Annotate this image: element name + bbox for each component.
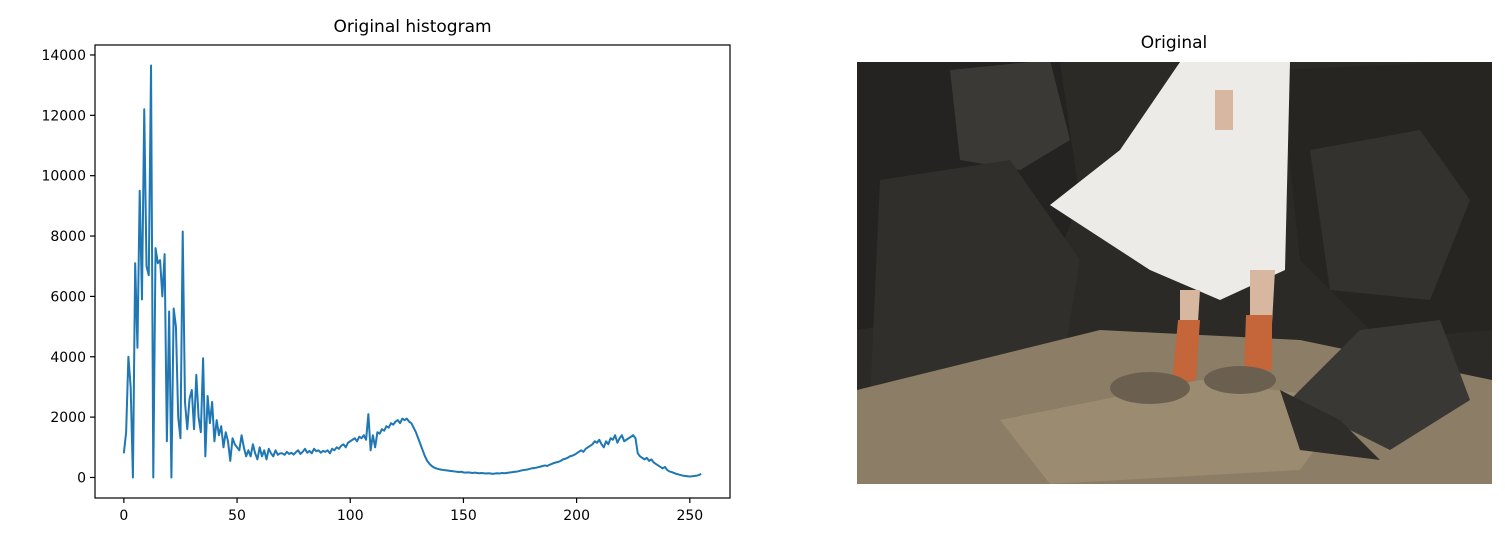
y-tick-label: 8000 — [50, 229, 86, 245]
photo — [857, 62, 1492, 484]
y-tick-label: 4000 — [50, 350, 86, 366]
x-tick-label: 50 — [228, 508, 246, 524]
image-title: Original — [1141, 33, 1208, 53]
x-tick-label: 250 — [676, 508, 703, 524]
y-tick-label: 14000 — [41, 48, 86, 64]
y-tick-label: 6000 — [50, 289, 86, 305]
y-tick-label: 2000 — [50, 410, 86, 426]
x-tick-label: 200 — [563, 508, 590, 524]
y-tick-label: 10000 — [41, 169, 86, 185]
y-tick-label: 0 — [77, 470, 86, 486]
x-tick-label: 150 — [450, 508, 477, 524]
y-tick-label: 12000 — [41, 108, 86, 124]
axes-frame — [94, 44, 731, 499]
line-series — [122, 64, 702, 479]
x-tick-label: 100 — [337, 508, 364, 524]
chart-title: Original histogram — [333, 17, 491, 37]
x-tick-label: 0 — [119, 508, 128, 524]
